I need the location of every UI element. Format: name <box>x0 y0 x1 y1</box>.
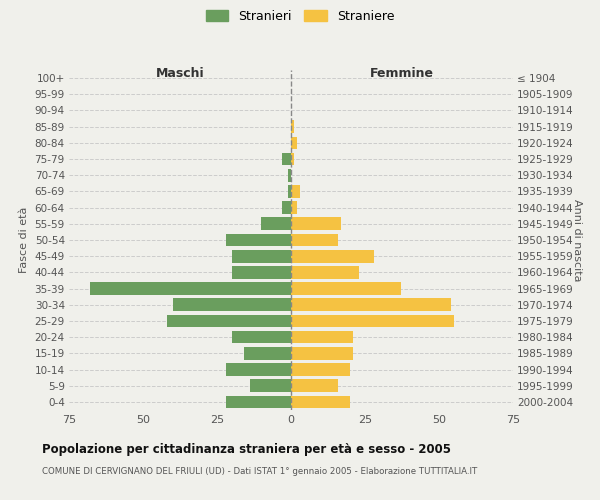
Bar <box>291 202 297 214</box>
Text: COMUNE DI CERVIGNANO DEL FRIULI (UD) - Dati ISTAT 1° gennaio 2005 - Elaborazione: COMUNE DI CERVIGNANO DEL FRIULI (UD) - D… <box>42 468 477 476</box>
Bar <box>291 185 300 198</box>
Bar <box>291 152 294 166</box>
Bar <box>226 234 291 246</box>
Bar <box>291 282 401 295</box>
Text: Maschi: Maschi <box>155 67 205 80</box>
Bar <box>291 396 350 408</box>
Text: Femmine: Femmine <box>370 67 434 80</box>
Bar <box>282 202 291 214</box>
Text: Popolazione per cittadinanza straniera per età e sesso - 2005: Popolazione per cittadinanza straniera p… <box>42 442 451 456</box>
Bar <box>250 380 291 392</box>
Y-axis label: Fasce di età: Fasce di età <box>19 207 29 273</box>
Bar <box>244 347 291 360</box>
Bar <box>226 396 291 408</box>
Bar <box>291 347 353 360</box>
Bar <box>291 120 294 133</box>
Bar <box>173 298 291 311</box>
Bar <box>291 250 374 262</box>
Bar <box>291 136 297 149</box>
Bar <box>288 185 291 198</box>
Bar <box>232 331 291 344</box>
Bar <box>291 234 338 246</box>
Y-axis label: Anni di nascita: Anni di nascita <box>572 198 582 281</box>
Bar <box>288 169 291 181</box>
Bar <box>167 314 291 328</box>
Bar <box>226 363 291 376</box>
Bar <box>291 363 350 376</box>
Bar <box>291 266 359 278</box>
Bar <box>291 380 338 392</box>
Bar <box>232 250 291 262</box>
Bar <box>90 282 291 295</box>
Bar <box>291 331 353 344</box>
Bar <box>232 266 291 278</box>
Bar <box>282 152 291 166</box>
Bar <box>291 218 341 230</box>
Bar <box>291 298 451 311</box>
Bar <box>262 218 291 230</box>
Bar <box>291 314 454 328</box>
Legend: Stranieri, Straniere: Stranieri, Straniere <box>202 6 398 26</box>
